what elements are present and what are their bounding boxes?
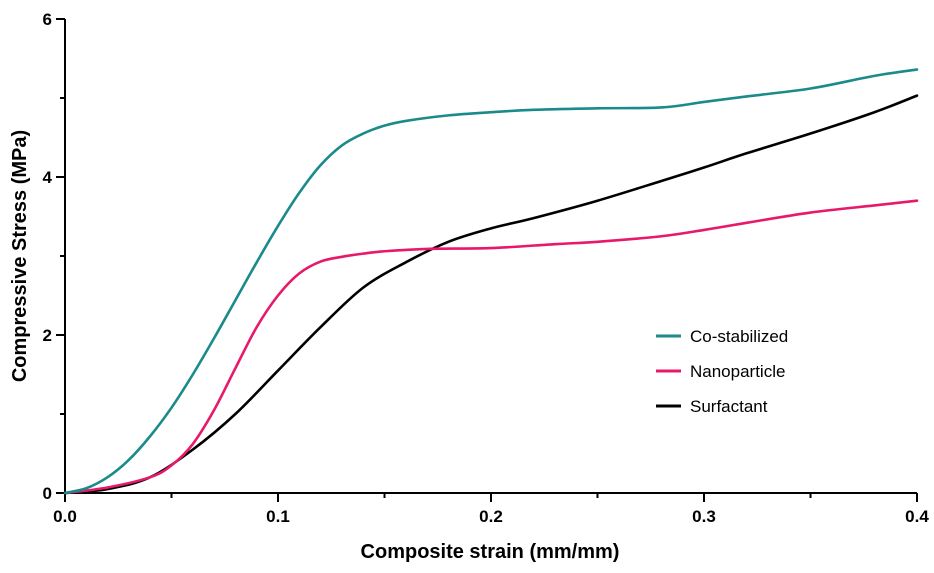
legend-label-co-stabilized: Co-stabilized: [690, 327, 788, 346]
y-axis-title: Compressive Stress (MPa): [9, 130, 31, 382]
y-tick-label: 2: [43, 326, 52, 345]
y-tick-label: 4: [43, 168, 53, 187]
x-tick-label: 0.2: [479, 507, 503, 526]
x-tick-label: 0.0: [53, 507, 77, 526]
axes: 0.0 0.1 0.2 0.3 0.4 0 2 4 6: [43, 10, 930, 526]
series-line-surfactant: [63, 94, 919, 495]
y-tick-label: 6: [43, 10, 52, 29]
x-axis-title: Composite strain (mm/mm): [361, 541, 620, 563]
x-tick-label: 0.4: [905, 507, 929, 526]
x-tick-label: 0.1: [266, 507, 290, 526]
series-group: [63, 68, 919, 495]
y-tick-label: 0: [43, 484, 52, 503]
series-line-co-stabilized: [63, 68, 919, 495]
series-line-nanoparticle: [63, 199, 919, 495]
legend: Co-stabilized Nanoparticle Surfactant: [656, 327, 788, 416]
x-tick-label: 0.3: [692, 507, 716, 526]
legend-label-surfactant: Surfactant: [690, 397, 768, 416]
legend-label-nanoparticle: Nanoparticle: [690, 362, 785, 381]
